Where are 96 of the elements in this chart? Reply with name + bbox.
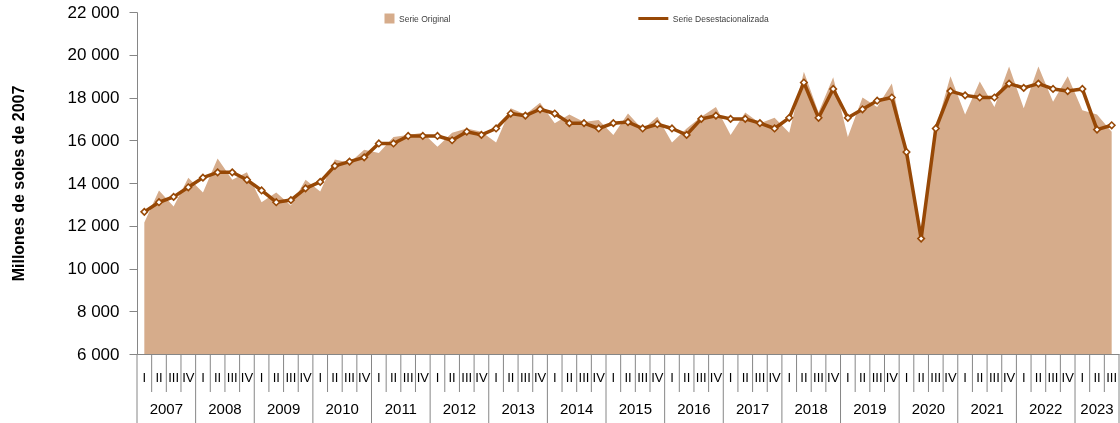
y-axis-title: Millones de soles de 2007 bbox=[9, 85, 27, 282]
x-tick-label: II bbox=[1034, 370, 1043, 385]
text: 2013 bbox=[501, 400, 535, 417]
x-tick-label: I bbox=[904, 370, 909, 385]
x-tick-label: IV bbox=[1002, 370, 1016, 385]
x-tick-label: I bbox=[377, 370, 381, 385]
text: 2018 bbox=[794, 400, 828, 417]
x-tick-label: III bbox=[813, 370, 824, 385]
x-tick-label: I bbox=[494, 370, 498, 385]
text: 2009 bbox=[266, 400, 301, 417]
text: 2017 bbox=[735, 400, 770, 417]
x-tick-label: III bbox=[461, 370, 473, 385]
x-tick-label: II bbox=[507, 370, 515, 385]
x-tick-label: I bbox=[552, 370, 557, 385]
x-tick-label: I bbox=[846, 370, 850, 385]
x-tick-label: I bbox=[670, 370, 674, 385]
x-tick-label: IV bbox=[768, 370, 782, 385]
x-tick-label: IV bbox=[1061, 370, 1075, 385]
y-tick-label: 6 000 bbox=[76, 344, 120, 364]
x-tick-label: II bbox=[800, 370, 808, 385]
x-tick-label: I bbox=[1021, 370, 1026, 385]
y-tick-label: 18 000 bbox=[67, 88, 120, 107]
text: 2019 bbox=[853, 400, 887, 417]
x-tick-label: II bbox=[448, 370, 456, 385]
x-tick-label: II bbox=[683, 370, 691, 385]
x-tick-label: II bbox=[155, 370, 163, 385]
x-tick-label: II bbox=[1093, 370, 1101, 385]
y-tick-label: 16 000 bbox=[67, 130, 120, 150]
text: 2014 bbox=[560, 400, 594, 417]
y-tick-label: 22 000 bbox=[67, 2, 120, 22]
x-tick-label: IV bbox=[240, 370, 254, 385]
y-tick-label: 12 000 bbox=[67, 216, 120, 236]
x-tick-label: IV bbox=[475, 370, 488, 385]
legend-label: Serie Desestacionalizada bbox=[672, 13, 770, 24]
x-tick-label: I bbox=[201, 370, 205, 385]
x-tick-label: III bbox=[402, 370, 414, 385]
x-tick-label: IV bbox=[827, 370, 840, 385]
x-tick-label: II bbox=[213, 370, 222, 385]
x-tick-label: I bbox=[259, 370, 264, 385]
x-tick-label: III bbox=[168, 370, 180, 385]
x-tick-label: III bbox=[578, 370, 590, 385]
text: 2016 bbox=[677, 400, 711, 417]
x-tick-label: IV bbox=[709, 370, 723, 385]
x-tick-label: III bbox=[695, 370, 707, 385]
x-tick-label: III bbox=[989, 370, 1000, 385]
y-tick-label: 10 000 bbox=[67, 259, 120, 278]
x-tick-label: IV bbox=[651, 370, 664, 385]
x-tick-label: II bbox=[624, 370, 632, 385]
x-tick-label: I bbox=[728, 370, 733, 385]
x-tick-label: II bbox=[272, 370, 280, 385]
x-tick-label: III bbox=[1047, 370, 1059, 385]
text: 2008 bbox=[208, 400, 242, 417]
x-tick-label: II bbox=[976, 370, 984, 385]
text: 2021 bbox=[970, 400, 1004, 417]
x-tick-label: I bbox=[142, 370, 147, 385]
x-tick-label: I bbox=[1080, 370, 1085, 385]
x-tick-label: II bbox=[389, 370, 398, 385]
x-tick-label: I bbox=[611, 370, 616, 385]
text: 2023 bbox=[1080, 400, 1114, 417]
text: 2012 bbox=[442, 400, 477, 417]
x-tick-label: III bbox=[871, 370, 883, 385]
x-tick-label: III bbox=[519, 370, 531, 385]
y-tick-label: 8 000 bbox=[76, 301, 120, 321]
x-tick-label: III bbox=[1106, 370, 1118, 385]
x-tick-label: I bbox=[435, 370, 440, 385]
x-tick-label: IV bbox=[592, 370, 606, 385]
x-tick-label: III bbox=[344, 370, 355, 385]
text: 2015 bbox=[618, 400, 653, 417]
x-tick-label: IV bbox=[182, 370, 195, 385]
x-tick-label: IV bbox=[416, 370, 430, 385]
legend-label: Serie Original bbox=[398, 13, 451, 24]
x-tick-label: II bbox=[858, 370, 867, 385]
x-tick-label: IV bbox=[299, 370, 313, 385]
y-tick-label: 14 000 bbox=[67, 173, 120, 193]
x-tick-label: IV bbox=[358, 370, 371, 385]
text: 2022 bbox=[1029, 400, 1063, 417]
text: 2007 bbox=[149, 400, 183, 417]
x-tick-label: IV bbox=[885, 370, 899, 385]
x-tick-label: IV bbox=[533, 370, 547, 385]
x-tick-label: III bbox=[285, 370, 297, 385]
text: 2020 bbox=[911, 400, 946, 417]
y-tick-label: 20 000 bbox=[67, 45, 120, 65]
x-tick-label: III bbox=[226, 370, 238, 385]
x-tick-label: IV bbox=[944, 370, 957, 385]
x-tick-label: I bbox=[963, 370, 967, 385]
x-tick-label: II bbox=[917, 370, 925, 385]
x-tick-label: I bbox=[318, 370, 323, 385]
x-tick-label: III bbox=[637, 370, 649, 385]
x-tick-label: I bbox=[787, 370, 792, 385]
x-tick-label: III bbox=[754, 370, 766, 385]
text: 2011 bbox=[384, 400, 417, 417]
x-tick-label: II bbox=[565, 370, 573, 385]
x-tick-label: II bbox=[741, 370, 749, 385]
x-tick-label: III bbox=[930, 370, 942, 385]
x-tick-label: II bbox=[331, 370, 339, 385]
text: 2010 bbox=[325, 400, 359, 417]
